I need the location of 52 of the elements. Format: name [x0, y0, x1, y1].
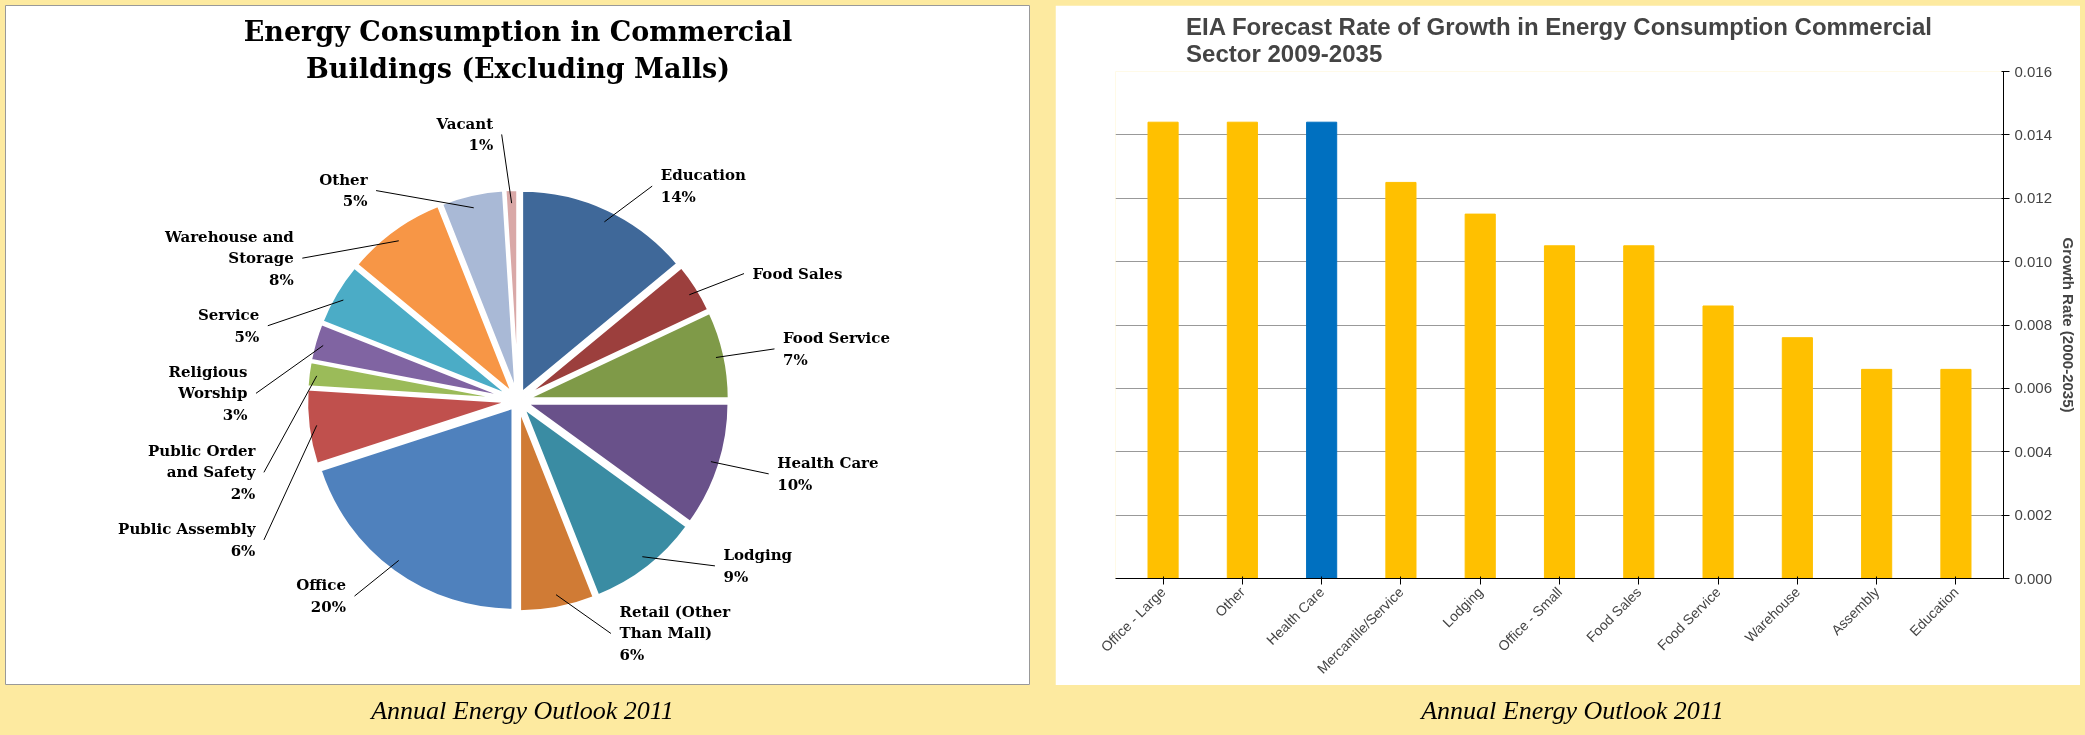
y-tick-label: 0.002 — [2014, 506, 2053, 524]
bar — [1781, 337, 1813, 579]
y-tick-label: 0.010 — [2014, 252, 2053, 270]
slice-label: Religious Worship — [168, 362, 248, 403]
bar — [1226, 121, 1258, 579]
data-label: 2% — [230, 484, 256, 503]
bar — [1306, 121, 1338, 579]
bar — [1623, 245, 1655, 579]
data-label: 3% — [222, 405, 248, 424]
slice-label: Service — [197, 305, 260, 324]
data-label: 6% — [619, 646, 645, 665]
data-label: 5% — [342, 192, 368, 211]
bar — [1543, 245, 1576, 579]
data-label: 14% — [660, 187, 696, 206]
bar — [1464, 213, 1496, 579]
y-tick-label: 0.014 — [2014, 125, 2053, 143]
bar — [1385, 181, 1417, 579]
data-label: 10% — [777, 475, 813, 494]
data-label: 7% — [783, 350, 808, 369]
data-label: 9% — [723, 567, 749, 586]
slice-label: Health Care — [777, 454, 879, 473]
slice-label: Office — [296, 576, 346, 595]
slice-label: Food Service — [783, 329, 890, 348]
text: Annual Energy Outlook 2011 — [371, 695, 674, 727]
data-label: 6% — [230, 541, 256, 560]
y-tick-label: 0.016 — [2014, 62, 2053, 80]
slice-label: Food Sales — [752, 264, 843, 283]
chart-title: Energy Consumption in Commercial Buildings (Excluding Malls) — [243, 15, 793, 85]
slice-label: Other — [319, 170, 369, 189]
slice-label: Lodging — [723, 546, 793, 565]
text: Annual Energy Outlook 2011 — [1421, 695, 1724, 727]
slice-label: Warehouse and Storage — [163, 227, 295, 268]
slice-label: Retail (Other Than Mall) — [619, 602, 732, 643]
bar — [1940, 368, 1972, 579]
bar — [1861, 368, 1893, 579]
bar — [1147, 121, 1179, 579]
y-tick-label: 0.000 — [2014, 569, 2053, 587]
data-label: 1% — [468, 136, 494, 155]
bar — [1702, 305, 1734, 579]
data-label: 20% — [310, 597, 346, 616]
y-tick-label: 0.012 — [2014, 189, 2053, 207]
y-tick-label: 0.004 — [2014, 442, 2053, 460]
data-label: 5% — [234, 327, 260, 346]
y-tick-label: 0.008 — [2014, 316, 2053, 333]
slice-label: Public Order and Safety — [148, 441, 257, 482]
slice-label: Public Assembly — [118, 520, 257, 539]
slice-label: Education — [660, 166, 747, 185]
data-label: 8% — [269, 270, 294, 289]
chart-title: EIA Forecast Rate of Growth in Energy Consumption Commercial Sector 2009-2035 — [1186, 12, 1932, 67]
slice-label: Vacant — [435, 114, 494, 133]
y-axis-title: Growth Rate (2000-2035) — [2060, 237, 2078, 413]
y-tick-label: 0.006 — [2014, 379, 2053, 397]
